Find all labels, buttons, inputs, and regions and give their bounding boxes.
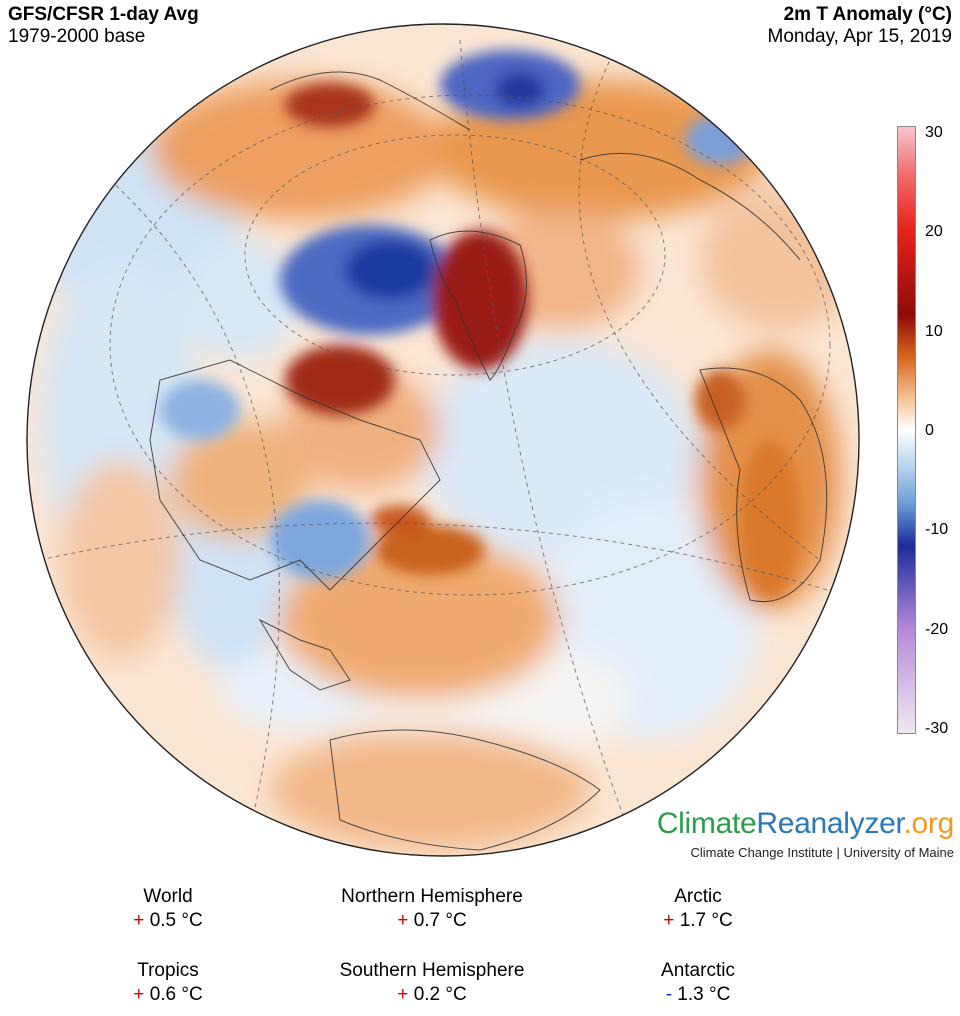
map-header-left: GFS/CFSR 1-day Avg 1979-2000 base [8,4,199,48]
stat-southern-hemisphere: Southern Hemisphere + 0.2 °C [282,959,582,1007]
globe-outline [26,23,860,857]
colorbar [897,126,916,734]
stat-value: + 0.2 °C [397,984,467,1005]
stat-antarctic: Antarctic - 1.3 °C [548,959,848,1007]
stat-label: Northern Hemisphere [341,886,523,907]
colorbar-tick: -20 [925,621,949,638]
stat-value: + 1.7 °C [663,910,733,931]
colorbar-tick: 20 [925,223,943,240]
colorbar-tick: -30 [925,720,949,737]
stat-value: + 0.6 °C [133,984,203,1005]
stat-tropics: Tropics + 0.6 °C [18,959,318,1007]
stat-label: Tropics [137,960,199,981]
stat-value: - 1.3 °C [665,984,731,1005]
stat-world: World + 0.5 °C [18,885,318,933]
map-header-right: 2m T Anomaly (°C) Monday, Apr 15, 2019 [768,4,953,48]
colorbar-tick: -10 [925,521,949,538]
colorbar-tick: 0 [925,422,934,439]
map-title: GFS/CFSR 1-day Avg [8,4,199,25]
climate-reanalyzer-logo[interactable]: ClimateReanalyzer.org [656,807,954,840]
map-date: Monday, Apr 15, 2019 [767,26,953,47]
colorbar-tick: 30 [925,124,943,141]
stat-value: + 0.7 °C [397,910,467,931]
stat-northern-hemisphere: Northern Hemisphere + 0.7 °C [282,885,582,933]
base-period: 1979-2000 base [8,26,146,47]
logo-subtitle: Climate Change Institute | University of… [690,845,955,860]
variable-title: 2m T Anomaly (°C) [783,4,952,25]
stat-label: Southern Hemisphere [339,960,525,981]
colorbar-tick: 10 [925,323,943,340]
anomaly-field [27,24,859,856]
stat-label: World [143,886,193,907]
stat-value: + 0.5 °C [133,910,203,931]
stat-arctic: Arctic + 1.7 °C [548,885,848,933]
stat-label: Antarctic [661,960,735,981]
stat-label: Arctic [674,886,722,907]
